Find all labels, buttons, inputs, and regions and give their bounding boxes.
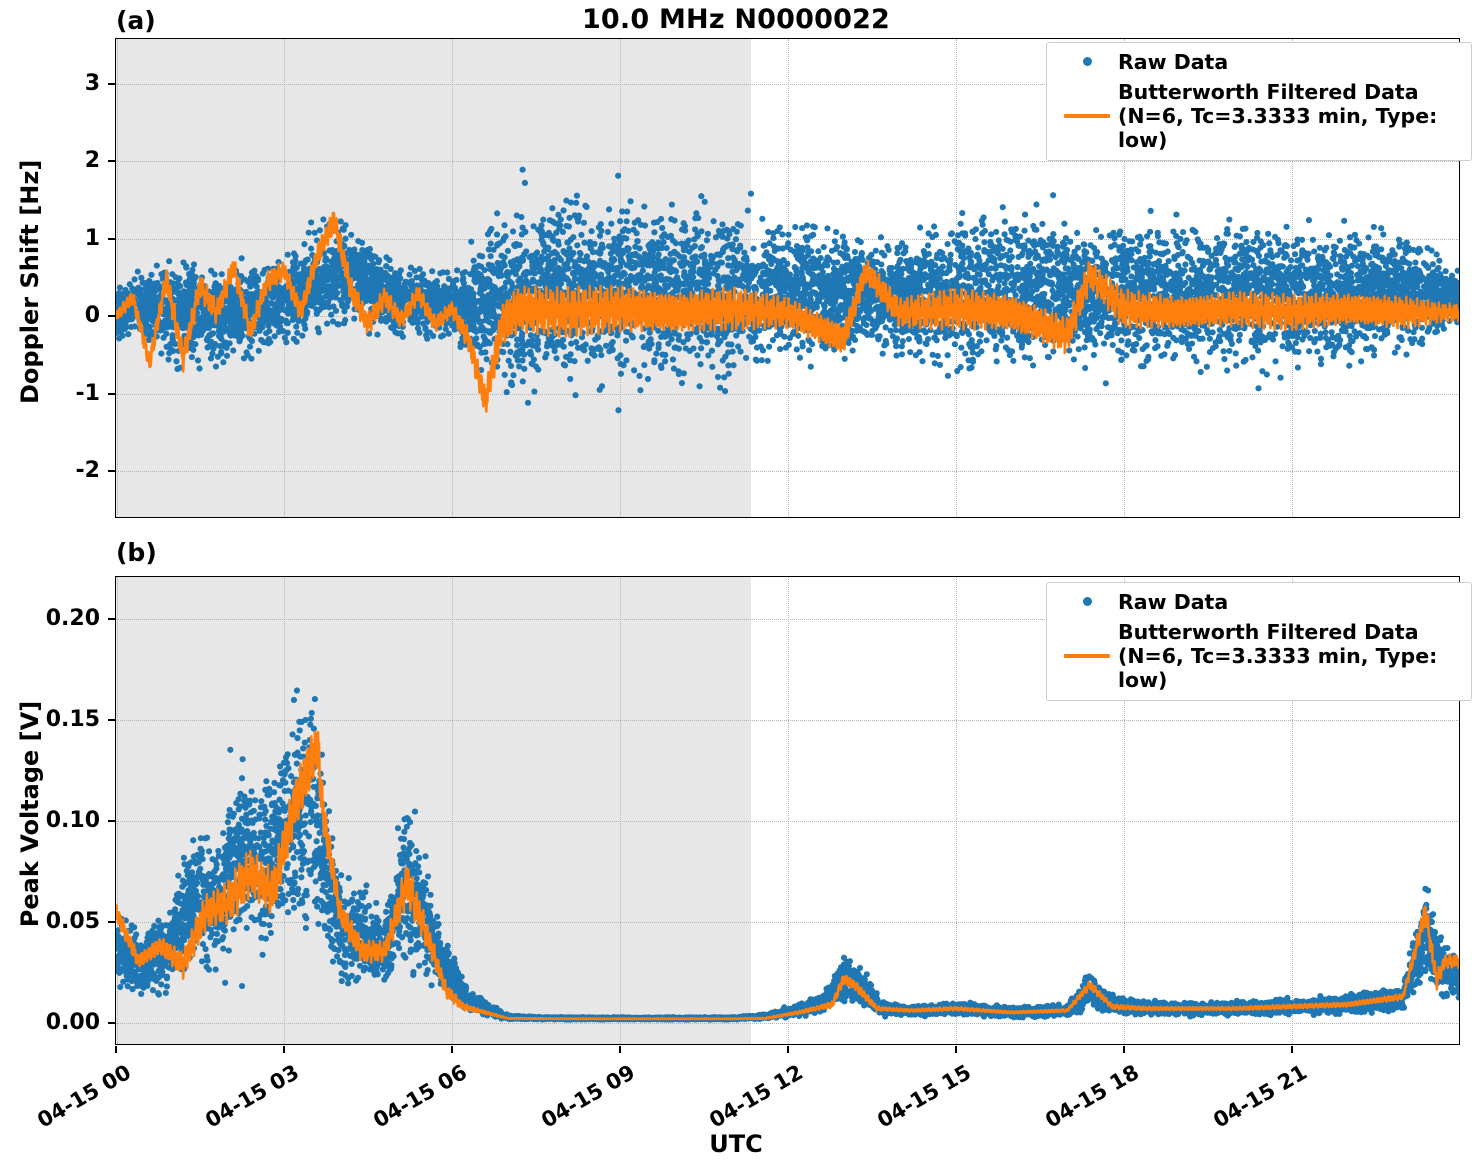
tick-b-005 bbox=[108, 921, 115, 923]
gridline-y-neg1 bbox=[116, 394, 1459, 395]
gridline-y-3 bbox=[116, 84, 1459, 85]
voltage-data-layer bbox=[116, 687, 1459, 1023]
line-marker-icon bbox=[1056, 654, 1118, 658]
gridline-xb-18 bbox=[1124, 577, 1125, 1044]
legend-panel-a[interactable]: Raw Data Butterworth Filtered Data (N=6,… bbox=[1046, 42, 1472, 161]
legend-label-filtered-b: Butterworth Filtered Data (N=6, Tc=3.333… bbox=[1118, 619, 1438, 692]
tick-x-00 bbox=[115, 1046, 117, 1053]
tick-x-15 bbox=[955, 1046, 957, 1053]
legend-panel-b[interactable]: Raw Data Butterworth Filtered Data (N=6,… bbox=[1046, 582, 1472, 701]
gridline-v-005 bbox=[116, 922, 1459, 923]
ytick-a-1: 1 bbox=[84, 226, 100, 251]
dot-marker-icon bbox=[1056, 597, 1118, 607]
ytick-a-0: 0 bbox=[84, 303, 100, 328]
gridline-v-015 bbox=[116, 720, 1459, 721]
gridline-xb-06 bbox=[452, 577, 453, 1044]
tick-a-0 bbox=[108, 315, 115, 317]
ytick-a-neg1: -1 bbox=[75, 381, 100, 406]
legend-label-raw-a: Raw Data bbox=[1118, 50, 1229, 74]
gridline-xb-21 bbox=[1292, 577, 1293, 1044]
yaxis-title-a: Doppler Shift [Hz] bbox=[16, 159, 44, 404]
ytick-b-015: 0.15 bbox=[45, 707, 100, 732]
legend-row-filtered-b: Butterworth Filtered Data (N=6, Tc=3.333… bbox=[1056, 620, 1460, 692]
gridline-xb-00 bbox=[116, 577, 118, 1044]
panel-label-b: (b) bbox=[116, 538, 157, 567]
tick-b-015 bbox=[108, 719, 115, 721]
legend-row-raw-b: Raw Data bbox=[1056, 590, 1460, 614]
tick-x-06 bbox=[451, 1046, 453, 1053]
gridline-v-020 bbox=[116, 619, 1459, 620]
legend-row-filtered-a: Butterworth Filtered Data (N=6, Tc=3.333… bbox=[1056, 80, 1460, 152]
panel-label-a: (a) bbox=[116, 6, 156, 35]
ytick-a-neg2: -2 bbox=[75, 458, 100, 483]
tick-a-neg2 bbox=[108, 470, 115, 472]
page-title: 10.0 MHz N0000022 bbox=[581, 4, 891, 35]
ytick-a-2: 2 bbox=[84, 148, 100, 173]
gridline-x-06 bbox=[452, 39, 453, 517]
tick-a-1 bbox=[108, 238, 115, 240]
tick-a-3 bbox=[108, 83, 115, 85]
gridline-v-010 bbox=[116, 821, 1459, 822]
gridline-v-000 bbox=[116, 1023, 1459, 1024]
tick-x-03 bbox=[283, 1046, 285, 1053]
tick-b-020 bbox=[108, 618, 115, 620]
dot-marker-icon bbox=[1056, 57, 1118, 67]
ytick-b-020: 0.20 bbox=[45, 606, 100, 631]
line-marker-icon bbox=[1056, 114, 1118, 118]
gridline-y-2 bbox=[116, 161, 1459, 162]
ytick-a-3: 3 bbox=[84, 71, 100, 96]
tick-a-2 bbox=[108, 160, 115, 162]
tick-a-neg1 bbox=[108, 393, 115, 395]
ytick-b-010: 0.10 bbox=[45, 808, 100, 833]
gridline-xb-09 bbox=[620, 577, 621, 1044]
ytick-b-000: 0.00 bbox=[45, 1010, 100, 1035]
tick-x-18 bbox=[1123, 1046, 1125, 1053]
gridline-y-neg2 bbox=[116, 471, 1459, 472]
doppler-data-layer bbox=[116, 166, 1459, 414]
legend-label-filtered-a: Butterworth Filtered Data (N=6, Tc=3.333… bbox=[1118, 79, 1438, 152]
tick-b-000 bbox=[108, 1022, 115, 1024]
tick-x-21 bbox=[1291, 1046, 1293, 1053]
ytick-b-005: 0.05 bbox=[45, 909, 100, 934]
peak-voltage-panel bbox=[115, 576, 1460, 1045]
tick-b-010 bbox=[108, 820, 115, 822]
yaxis-title-b: Peak Voltage [V] bbox=[16, 700, 44, 928]
legend-row-raw-a: Raw Data bbox=[1056, 50, 1460, 74]
gridline-y-1 bbox=[116, 239, 1459, 240]
legend-label-raw-b: Raw Data bbox=[1118, 590, 1229, 614]
gridline-xb-15 bbox=[956, 577, 957, 1044]
gridline-xb-12 bbox=[788, 577, 789, 1044]
xaxis-title: UTC bbox=[709, 1130, 763, 1158]
gridline-x-00 bbox=[116, 39, 118, 517]
tick-x-09 bbox=[619, 1046, 621, 1053]
tick-x-12 bbox=[787, 1046, 789, 1053]
